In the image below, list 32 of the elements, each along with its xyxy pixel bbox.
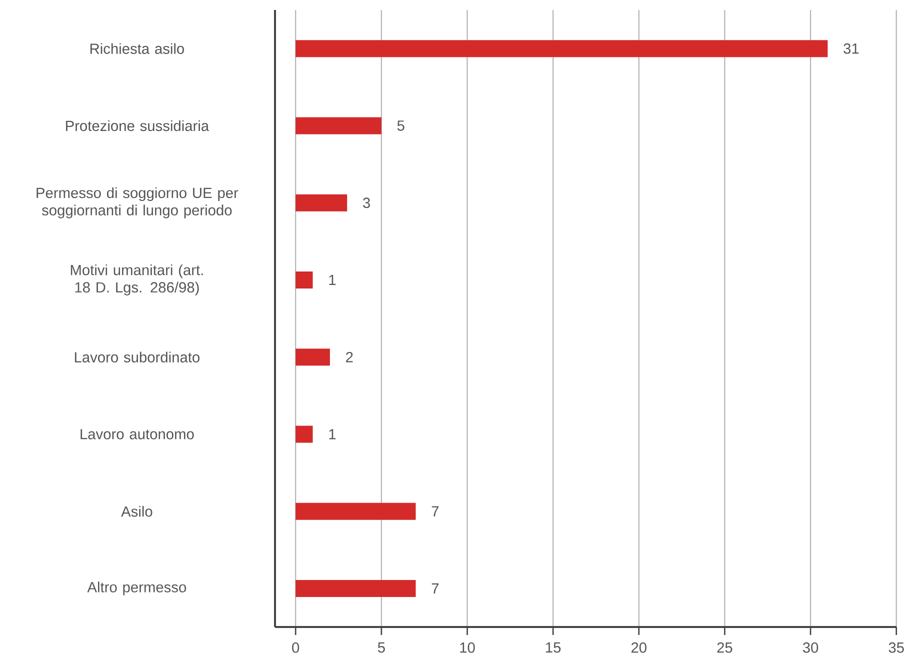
x-tick-label: 30 (802, 642, 818, 653)
bar (296, 348, 330, 366)
bar (296, 117, 382, 134)
y-tick-label: Protezione sussidiaria (66, 120, 210, 132)
x-tick-label: 20 (631, 642, 646, 653)
y-tick-label: Lavoro autonomo (80, 429, 194, 440)
y-tick-label: Permesso di soggiorno UE per soggiornanti di lungo periodo (36, 187, 238, 218)
data-label: 7 (432, 506, 439, 516)
x-tick-label: 5 (378, 642, 385, 653)
data-label: 7 (432, 583, 439, 594)
bar (296, 194, 348, 212)
y-tick-label: Richiesta asilo (90, 43, 184, 54)
y-tick-label: Lavoro subordinato (74, 352, 200, 362)
data-label: 5 (397, 120, 404, 131)
data-label: 3 (363, 198, 370, 208)
y-tick-label: Altro permesso (87, 582, 186, 596)
x-tick-label: 10 (460, 642, 475, 653)
bar (296, 40, 828, 58)
data-label: 31 (844, 43, 859, 54)
x-tick-label: 25 (717, 642, 732, 653)
data-label: 1 (329, 274, 336, 285)
bar (296, 502, 416, 520)
bar (296, 426, 313, 443)
x-tick-label: 0 (292, 642, 300, 653)
x-tick-label: 15 (546, 642, 561, 653)
bar (296, 580, 416, 597)
y-tick-label: Motivi umanitari (art. 18 D. Lgs. 286/98) (70, 264, 203, 296)
y-tick-label: Asilo (121, 506, 152, 517)
data-label: 1 (329, 429, 336, 440)
x-tick-label: 35 (888, 642, 904, 653)
bar (296, 271, 313, 288)
data-label: 2 (346, 352, 353, 362)
